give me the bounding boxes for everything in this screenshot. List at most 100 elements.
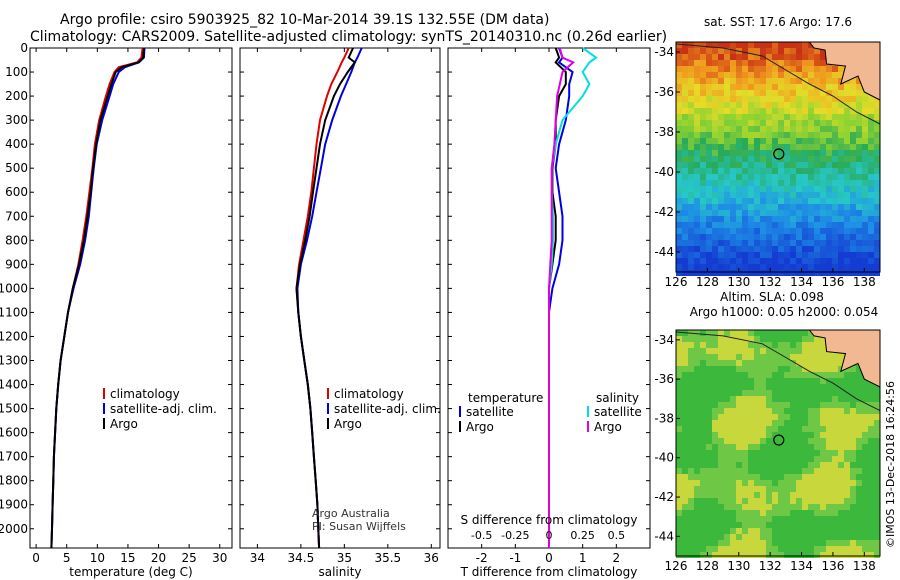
map-cell bbox=[694, 456, 700, 462]
map-cell bbox=[868, 204, 874, 210]
map-cell bbox=[850, 450, 856, 456]
map-cell bbox=[850, 516, 856, 522]
map-cell bbox=[874, 216, 880, 222]
map-cell bbox=[748, 66, 754, 72]
map-cell bbox=[862, 552, 868, 558]
map-cell bbox=[832, 96, 838, 102]
map-cell bbox=[754, 402, 760, 408]
map-cell bbox=[784, 540, 790, 546]
map-cell bbox=[694, 330, 700, 336]
map-cell bbox=[730, 438, 736, 444]
map-cell bbox=[832, 378, 838, 384]
map-cell bbox=[700, 552, 706, 558]
map-cell bbox=[826, 96, 832, 102]
map-cell bbox=[706, 432, 712, 438]
map-cell bbox=[796, 96, 802, 102]
map-cell bbox=[754, 204, 760, 210]
map-cell bbox=[724, 216, 730, 222]
map-cell bbox=[754, 480, 760, 486]
map-cell bbox=[874, 504, 880, 510]
map-cell bbox=[718, 438, 724, 444]
map-cell bbox=[736, 114, 742, 120]
map-cell bbox=[772, 486, 778, 492]
map-cell bbox=[730, 48, 736, 54]
map-cell bbox=[724, 426, 730, 432]
map-cell bbox=[874, 264, 880, 270]
y-tick-label: 100 bbox=[5, 65, 28, 79]
series-line-Argo bbox=[295, 47, 357, 549]
map-cell bbox=[802, 402, 808, 408]
map-cell bbox=[778, 66, 784, 72]
map-cell bbox=[778, 162, 784, 168]
map-cell bbox=[802, 270, 808, 276]
map-cell bbox=[838, 240, 844, 246]
map-cell bbox=[832, 450, 838, 456]
map-cell bbox=[796, 192, 802, 198]
legend-label: Argo bbox=[466, 420, 494, 434]
map-cell bbox=[814, 510, 820, 516]
map-cell bbox=[730, 264, 736, 270]
map-cell bbox=[784, 138, 790, 144]
y-tick-label: 400 bbox=[5, 137, 28, 151]
map-cell bbox=[814, 546, 820, 552]
map-cell bbox=[874, 468, 880, 474]
map-cell bbox=[826, 66, 832, 72]
map-cell bbox=[802, 540, 808, 546]
map-cell bbox=[832, 84, 838, 90]
x-tick-label: 0 bbox=[545, 551, 553, 565]
map-cell bbox=[760, 444, 766, 450]
map-cell bbox=[820, 360, 826, 366]
map-cell bbox=[736, 492, 742, 498]
map-cell bbox=[808, 390, 814, 396]
map-cell bbox=[820, 246, 826, 252]
map-cell bbox=[820, 186, 826, 192]
map-cell bbox=[826, 492, 832, 498]
map-cell bbox=[778, 336, 784, 342]
map-cell bbox=[724, 528, 730, 534]
map-cell bbox=[676, 504, 682, 510]
profile-panel-3 bbox=[447, 47, 651, 549]
map-cell bbox=[748, 174, 754, 180]
map-cell bbox=[742, 180, 748, 186]
map-cell bbox=[742, 270, 748, 276]
map-cell bbox=[778, 60, 784, 66]
map-cell bbox=[706, 264, 712, 270]
map-cell bbox=[820, 252, 826, 258]
map-cell bbox=[838, 108, 844, 114]
map-cell bbox=[802, 84, 808, 90]
map-cell bbox=[802, 534, 808, 540]
map-cell bbox=[676, 162, 682, 168]
map-cell bbox=[694, 174, 700, 180]
map-cell bbox=[862, 546, 868, 552]
map-cell bbox=[790, 420, 796, 426]
map-cell bbox=[850, 180, 856, 186]
map-cell bbox=[796, 168, 802, 174]
map-cell bbox=[790, 372, 796, 378]
map-cell bbox=[808, 168, 814, 174]
map-cell bbox=[718, 414, 724, 420]
map-cell bbox=[754, 246, 760, 252]
map-cell bbox=[736, 264, 742, 270]
map-cell bbox=[838, 252, 844, 258]
map-cell bbox=[820, 96, 826, 102]
map-cell bbox=[832, 402, 838, 408]
map-cell bbox=[760, 114, 766, 120]
map-cell bbox=[694, 270, 700, 276]
map-cell bbox=[760, 252, 766, 258]
map-cell bbox=[844, 168, 850, 174]
map-cell bbox=[856, 480, 862, 486]
map-cell bbox=[808, 246, 814, 252]
map-cell bbox=[796, 204, 802, 210]
map-cell bbox=[718, 252, 724, 258]
map-cell bbox=[682, 504, 688, 510]
map-cell bbox=[724, 228, 730, 234]
map-cell bbox=[766, 348, 772, 354]
map-cell bbox=[820, 540, 826, 546]
map-cell bbox=[790, 150, 796, 156]
map-cell bbox=[838, 438, 844, 444]
map-cell bbox=[862, 498, 868, 504]
map-cell bbox=[838, 492, 844, 498]
map-cell bbox=[874, 474, 880, 480]
map-cell bbox=[736, 540, 742, 546]
map-cell bbox=[718, 174, 724, 180]
